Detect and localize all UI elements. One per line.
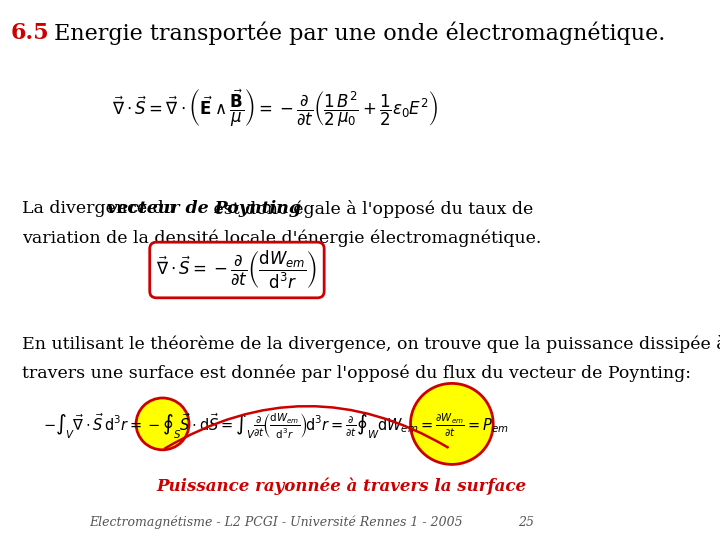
FancyArrowPatch shape: [165, 406, 448, 448]
Text: $\vec{\nabla} \cdot \vec{S} = -\dfrac{\partial}{\partial t}\left( \dfrac{\mathrm: $\vec{\nabla} \cdot \vec{S} = -\dfrac{\p…: [156, 249, 318, 291]
Text: Electromagnétisme - L2 PCGI - Université Rennes 1 - 2005: Electromagnétisme - L2 PCGI - Université…: [89, 516, 462, 529]
Text: vecteur de Poynting: vecteur de Poynting: [107, 200, 302, 217]
Circle shape: [136, 398, 189, 450]
Text: Energie transportée par une onde électromagnétique.: Energie transportée par une onde électro…: [47, 22, 665, 45]
Text: La divergence du: La divergence du: [22, 200, 181, 217]
Text: En utilisant le théorème de la divergence, on trouve que la puissance dissipée à: En utilisant le théorème de la divergenc…: [22, 335, 720, 353]
Text: $-\int_V \vec{\nabla}\cdot\vec{S}\,\mathrm{d}^3r = -\oint_S \vec{S}\cdot\mathrm{: $-\int_V \vec{\nabla}\cdot\vec{S}\,\math…: [42, 412, 508, 441]
Text: est donc égale à l'opposé du taux de: est donc égale à l'opposé du taux de: [208, 200, 534, 218]
Text: variation de la densité locale d'énergie électromagnétique.: variation de la densité locale d'énergie…: [22, 230, 541, 247]
Text: travers une surface est donnée par l'opposé du flux du vecteur de Poynting:: travers une surface est donnée par l'opp…: [22, 364, 691, 382]
Text: 25: 25: [518, 516, 534, 529]
Circle shape: [410, 383, 493, 464]
Text: $\vec{\nabla} \cdot \vec{S} = \vec{\nabla} \cdot \left( \vec{\mathbf{E}} \wedge : $\vec{\nabla} \cdot \vec{S} = \vec{\nabl…: [112, 87, 438, 129]
Text: 6.5: 6.5: [11, 22, 50, 44]
Text: Puissance rayonnée à travers la surface: Puissance rayonnée à travers la surface: [156, 477, 527, 495]
